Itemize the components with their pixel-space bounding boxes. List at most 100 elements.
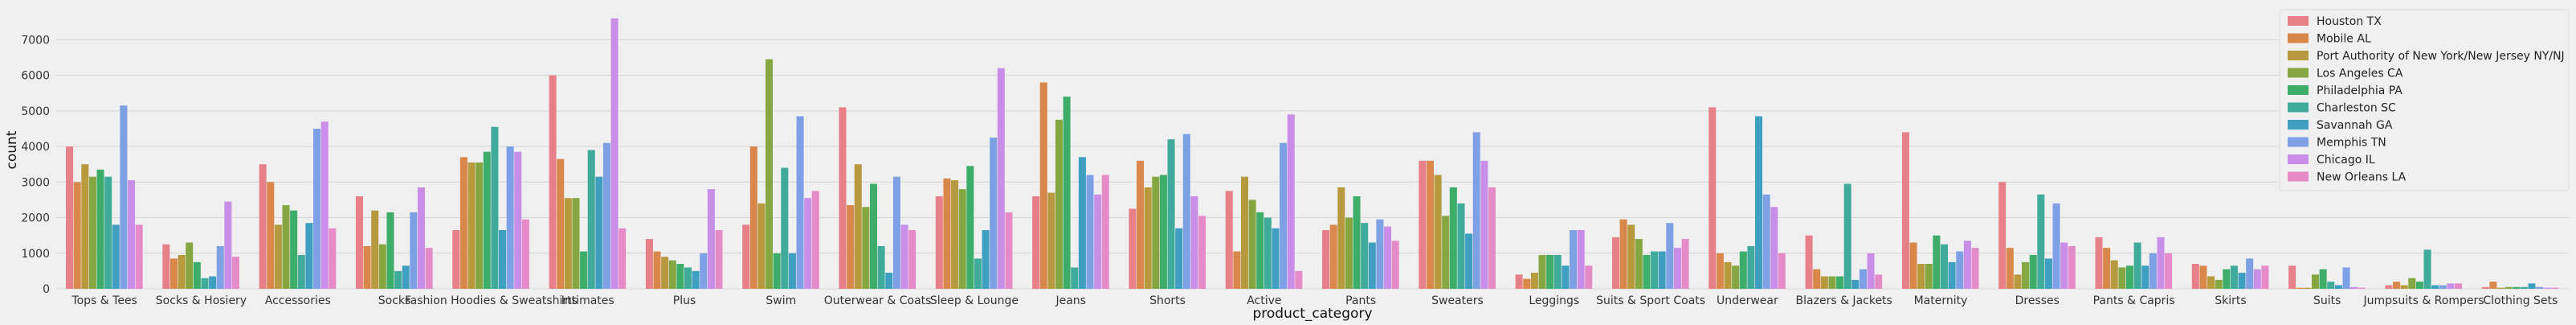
- bar: [1619, 219, 1627, 289]
- bar: [668, 260, 676, 289]
- bar: [1225, 191, 1233, 289]
- bar: [297, 254, 305, 289]
- bar: [1337, 187, 1345, 289]
- bar: [73, 182, 81, 289]
- bar: [2199, 265, 2207, 289]
- bar: [2319, 269, 2327, 289]
- bar: [700, 253, 708, 289]
- x-tick-label: Shorts: [1149, 294, 1186, 307]
- bar: [112, 224, 120, 289]
- y-tick-label: 3000: [21, 176, 50, 189]
- bar: [715, 230, 723, 289]
- bar: [96, 169, 104, 289]
- x-tick-label: Dresses: [2015, 294, 2060, 307]
- bar: [476, 162, 484, 289]
- bar: [259, 164, 267, 289]
- bar: [2253, 269, 2261, 289]
- bar: [742, 224, 750, 289]
- bar: [2489, 282, 2497, 289]
- bar: [363, 245, 371, 289]
- y-tick-label: 6000: [21, 70, 50, 83]
- bar: [908, 230, 917, 289]
- bar: [707, 189, 715, 289]
- bar: [2513, 286, 2521, 289]
- bar: [1828, 276, 1836, 289]
- y-tick-labels: 0 1000 2000 3000 4000 5000 6000 7000: [21, 34, 50, 296]
- bar: [757, 203, 765, 289]
- bar: [1843, 183, 1851, 289]
- bar: [483, 151, 491, 289]
- bar: [2052, 203, 2060, 289]
- bar: [2095, 237, 2103, 289]
- bar: [804, 198, 812, 289]
- bar: [1538, 254, 1546, 289]
- bar: [943, 178, 951, 289]
- bar: [1867, 253, 1875, 289]
- bar: [1651, 251, 1659, 289]
- bar: [1472, 132, 1480, 289]
- bar: [2110, 260, 2118, 289]
- bar: [1820, 276, 1828, 289]
- x-tick-label: Skirts: [2215, 294, 2246, 307]
- bar: [1137, 160, 1145, 289]
- bar: [1039, 82, 1047, 289]
- bar: [1963, 241, 1971, 289]
- bar: [847, 205, 855, 289]
- bar: [1071, 267, 1079, 289]
- bar: [854, 164, 862, 289]
- bar: [2334, 285, 2342, 289]
- legend-label: Port Authority of New York/New Jersey NY…: [2317, 50, 2565, 63]
- bar: [313, 128, 321, 289]
- bar: [1530, 273, 1538, 289]
- bar: [2327, 282, 2335, 289]
- bar: [1449, 187, 1457, 289]
- bar: [201, 278, 209, 289]
- bar: [88, 176, 96, 289]
- bar: [1658, 251, 1666, 289]
- bar: [684, 267, 692, 289]
- legend-label: Chicago IL: [2317, 154, 2375, 167]
- x-tick-label: Active: [1247, 294, 1281, 307]
- bar: [982, 230, 990, 289]
- bar: [1851, 279, 1860, 289]
- y-tick-label: 2000: [21, 212, 50, 225]
- bar: [135, 224, 143, 289]
- bar: [290, 210, 298, 289]
- bar: [81, 164, 89, 289]
- bar: [2125, 265, 2134, 289]
- bar: [2304, 287, 2312, 289]
- bar: [595, 176, 603, 289]
- bar: [1585, 265, 1593, 289]
- bar: [2165, 253, 2173, 289]
- legend-box: [2279, 9, 2570, 191]
- bar: [2520, 286, 2528, 289]
- bar: [1577, 230, 1585, 289]
- bar: [128, 180, 136, 289]
- bar: [2230, 265, 2238, 289]
- bar: [997, 68, 1005, 290]
- bar: [773, 253, 781, 289]
- bar: [1875, 274, 1883, 289]
- bar: [1190, 196, 1198, 289]
- bar: [1129, 208, 1137, 289]
- bar: [892, 176, 900, 289]
- bar: [2014, 274, 2022, 289]
- bar: [120, 105, 128, 289]
- bar: [2037, 194, 2045, 289]
- bar: [1063, 97, 1071, 290]
- bar: [2207, 276, 2215, 289]
- bar: [66, 146, 74, 289]
- bar: [1240, 176, 1248, 289]
- bar: [2439, 285, 2447, 289]
- bar: [186, 242, 194, 289]
- legend-swatch: [2288, 102, 2309, 113]
- bar: [2141, 265, 2149, 289]
- bar: [1376, 219, 1384, 289]
- x-tick-label: Sweaters: [1431, 294, 1484, 307]
- x-tick-label: Swim: [765, 294, 796, 307]
- bar: [676, 264, 684, 289]
- bar: [1287, 114, 1295, 289]
- bar: [1419, 160, 1427, 289]
- bar: [549, 75, 557, 289]
- bar: [1635, 239, 1643, 289]
